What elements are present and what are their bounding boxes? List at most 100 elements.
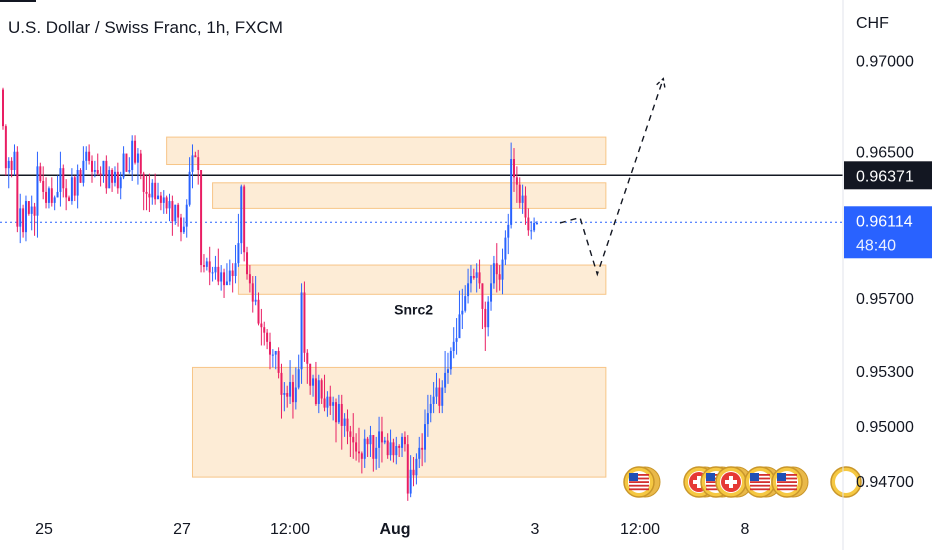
y-tick-label: 0.95000 [856, 419, 914, 436]
candle-body [248, 274, 251, 284]
last-price-tag: 0.96114 48:40 [844, 206, 932, 259]
candle [148, 173, 151, 213]
y-tick-label: 0.95700 [856, 291, 914, 308]
us-canton [629, 473, 638, 481]
candle [254, 276, 257, 306]
us-flag-icon[interactable] [623, 466, 661, 498]
candle-body [300, 292, 303, 370]
candle [317, 374, 320, 414]
candle-body [116, 171, 119, 189]
candle-body [406, 444, 409, 494]
candle-body [260, 323, 263, 328]
candle [291, 374, 294, 419]
candle-body [188, 171, 191, 205]
candle [429, 394, 432, 423]
candle-body [128, 170, 131, 172]
candle [7, 157, 10, 189]
candle-body [360, 453, 363, 459]
us-flag-icon[interactable] [771, 466, 809, 498]
candle-body [56, 191, 59, 198]
candle [435, 372, 438, 404]
candle-body [234, 263, 237, 277]
ch-flag-icon[interactable] [715, 466, 753, 498]
candle-body [30, 206, 33, 214]
candle [197, 149, 200, 185]
candle [128, 157, 131, 174]
us-stripe [777, 481, 797, 483]
candle-body [223, 272, 226, 286]
candle [139, 149, 142, 180]
candle-body [93, 170, 96, 172]
candle-body [475, 272, 478, 278]
candle [421, 433, 424, 467]
candle [495, 243, 498, 293]
y-tick-label: 0.96500 [856, 145, 914, 162]
candle [151, 179, 154, 205]
candle [507, 213, 510, 255]
candle-body [231, 270, 234, 277]
candle-body [337, 403, 340, 423]
candle-body [205, 261, 208, 267]
candle-body [148, 193, 151, 198]
candle [263, 321, 266, 346]
candle-body [254, 299, 257, 302]
candle-body [481, 283, 484, 309]
forecast-arrowhead [656, 77, 666, 88]
candle-body [312, 378, 315, 386]
time-axis[interactable]: 25 27 12:00 Aug 3 12:00 8 [35, 521, 749, 538]
candle [251, 276, 254, 313]
candle [303, 281, 306, 362]
candle-body [16, 151, 19, 227]
candle [50, 177, 53, 207]
candle [194, 151, 197, 158]
candle-body [375, 447, 378, 459]
candle-body [309, 363, 312, 386]
candle-body [185, 204, 188, 227]
candle-body [467, 283, 470, 297]
candle [426, 394, 429, 437]
candle-body [380, 431, 383, 443]
candle-body [96, 170, 99, 174]
candle-body [343, 418, 346, 426]
candle-body [495, 263, 498, 275]
candle [165, 195, 168, 214]
candle [27, 201, 30, 216]
candle [214, 255, 217, 280]
candle [380, 416, 383, 463]
candle-body [294, 387, 297, 403]
supply-demand-zone [237, 264, 607, 295]
candle-body [303, 292, 306, 353]
candle-body [461, 310, 464, 315]
candle-body [527, 217, 530, 231]
candle-body [220, 272, 223, 282]
candle [395, 436, 398, 465]
candle-body [119, 177, 122, 189]
candle-body [39, 166, 42, 181]
candle [168, 193, 171, 222]
countdown-text: 48:40 [856, 237, 896, 254]
zones-layer: Snrc2 [166, 136, 607, 478]
candle [530, 221, 533, 240]
events-layer[interactable] [623, 466, 862, 498]
candle [432, 382, 435, 414]
price-axis[interactable]: CHF 0.97000 0.96500 0.95700 0.95300 0.95000 0… [842, 0, 914, 550]
candle [369, 425, 372, 457]
candle-body [102, 160, 105, 176]
candle-body [418, 447, 421, 459]
candle-body [504, 237, 507, 260]
candle-body [157, 195, 160, 200]
supply-demand-zone [212, 182, 607, 209]
candle-body [10, 160, 13, 170]
candle-body [268, 341, 271, 355]
candle-body [217, 266, 220, 282]
candle [332, 396, 335, 421]
candle-body [398, 446, 401, 448]
x-tick-label: 12:00 [270, 521, 310, 538]
candle [202, 254, 205, 273]
candle-body [139, 153, 142, 174]
candle [159, 191, 162, 211]
candle-body [357, 451, 360, 454]
us-flag-icon[interactable] [830, 466, 862, 498]
candle-body [151, 182, 154, 198]
